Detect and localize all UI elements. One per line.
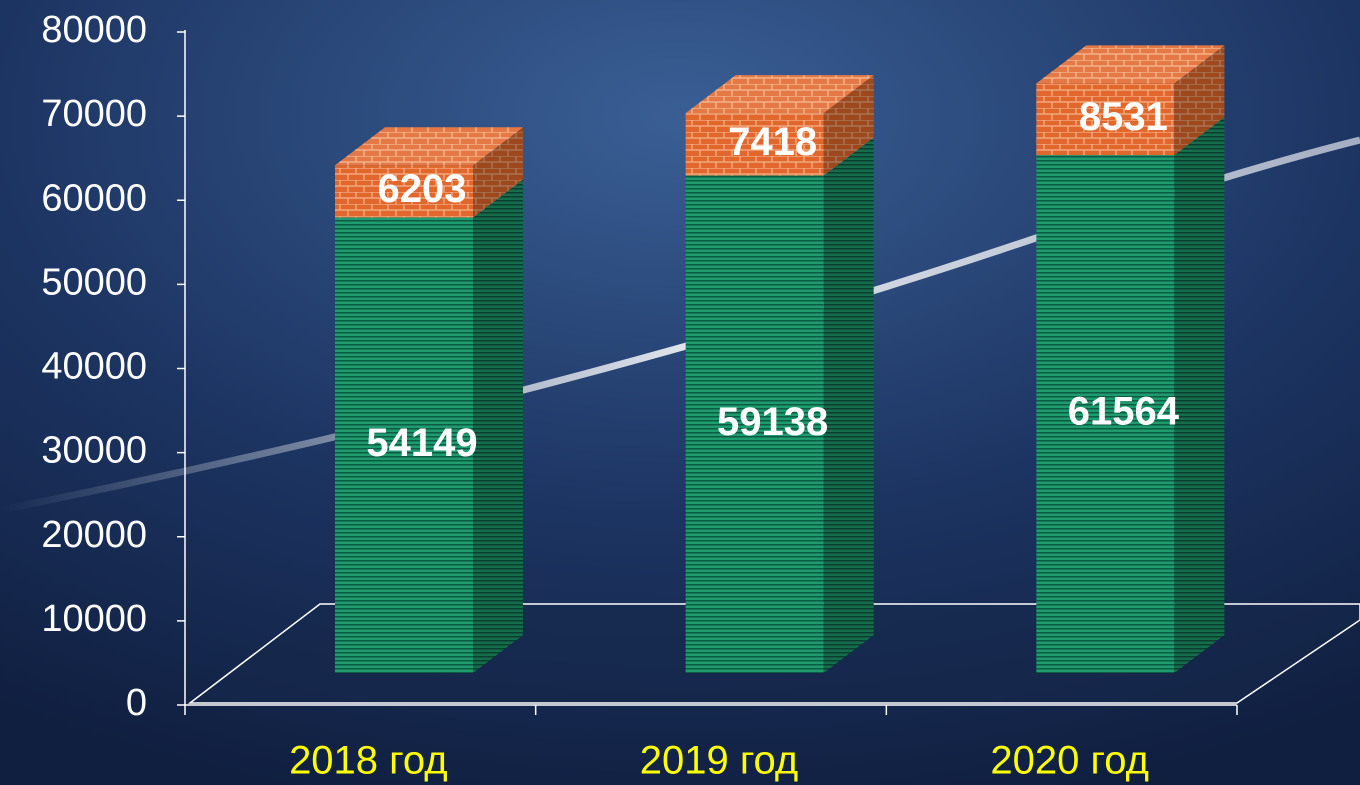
bar-side-shade (473, 179, 523, 673)
bar-front (685, 113, 824, 176)
bar-top (685, 75, 874, 114)
bar-top (335, 127, 523, 166)
y-tick-label: 30000 (41, 430, 147, 472)
bar-side (1174, 117, 1225, 674)
y-tick-label: 50000 (41, 261, 147, 303)
bar (335, 179, 523, 673)
y-tick-label: 70000 (41, 93, 147, 135)
data-label: 59138 (717, 400, 828, 444)
y-tick-label: 80000 (41, 9, 147, 51)
data-label: 61564 (1068, 390, 1180, 434)
bar-top-shade (1036, 45, 1225, 84)
bar (1036, 45, 1225, 156)
bar-front (685, 175, 824, 673)
bar-side-shade (473, 127, 523, 218)
bar-side-shade (1174, 117, 1225, 674)
bar-side (1174, 45, 1225, 156)
bar-side (473, 179, 523, 673)
data-label: 8531 (1079, 95, 1168, 139)
bar-front (335, 165, 473, 218)
data-label: 54149 (366, 421, 477, 465)
bar (335, 127, 523, 218)
bar-side (823, 75, 874, 176)
bar-front (335, 217, 473, 673)
bar-front (1036, 155, 1175, 674)
y-tick-label: 10000 (41, 598, 147, 640)
x-tick-label: 2019 год (640, 739, 799, 783)
bar-top-shade (685, 75, 874, 114)
data-label: 6203 (378, 167, 467, 211)
bar (685, 75, 874, 176)
bar-side-shade (823, 75, 874, 176)
y-tick-label: 20000 (41, 514, 147, 556)
y-tick-label: 60000 (41, 177, 147, 219)
bar (685, 137, 874, 673)
bar-top-shade (335, 127, 523, 166)
bar (1036, 117, 1225, 674)
x-tick-label: 2018 год (289, 739, 448, 783)
bar-side (473, 127, 523, 218)
y-tick-label: 0 (126, 682, 147, 724)
x-tick-label: 2020 год (990, 739, 1149, 783)
y-tick-label: 40000 (41, 346, 147, 388)
bar-side (823, 137, 874, 673)
bar-top (1036, 45, 1225, 84)
bar-front (1036, 83, 1175, 156)
bar-side-shade (1174, 45, 1225, 156)
bar-side-shade (823, 137, 874, 673)
data-label: 7418 (728, 120, 817, 164)
